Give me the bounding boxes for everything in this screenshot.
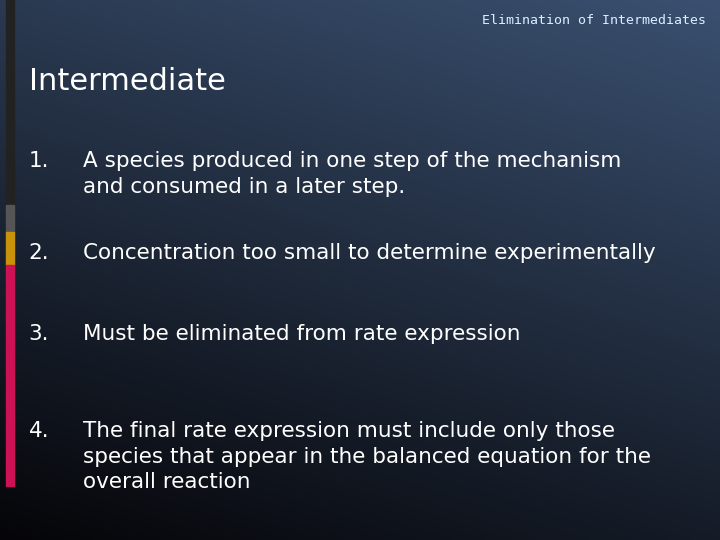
- Bar: [6, 232, 14, 265]
- Text: Must be eliminated from rate expression: Must be eliminated from rate expression: [83, 324, 521, 344]
- Text: 3.: 3.: [29, 324, 49, 344]
- Bar: [6, 0, 14, 205]
- Text: Concentration too small to determine experimentally: Concentration too small to determine exp…: [83, 243, 655, 263]
- Text: Intermediate: Intermediate: [29, 68, 225, 97]
- Text: 2.: 2.: [29, 243, 50, 263]
- Text: 4.: 4.: [29, 421, 50, 441]
- Bar: [6, 265, 14, 486]
- Text: A species produced in one step of the mechanism
and consumed in a later step.: A species produced in one step of the me…: [83, 151, 621, 197]
- Text: The final rate expression must include only those
species that appear in the bal: The final rate expression must include o…: [83, 421, 651, 492]
- Bar: [6, 205, 14, 232]
- Text: Elimination of Intermediates: Elimination of Intermediates: [482, 14, 706, 26]
- Text: 1.: 1.: [29, 151, 49, 171]
